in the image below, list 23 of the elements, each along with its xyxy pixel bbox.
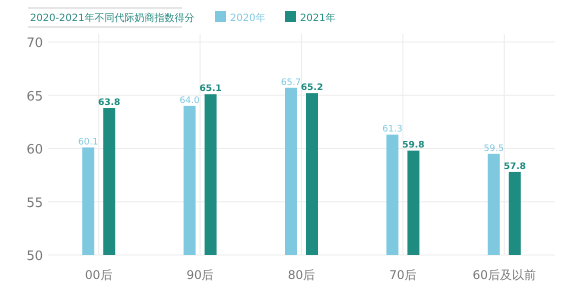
legend-label: 2021年	[300, 12, 336, 24]
data-label: 60.1	[78, 137, 98, 148]
data-label: 61.3	[382, 124, 402, 135]
data-label: 59.8	[402, 140, 425, 151]
data-label: 64.0	[180, 96, 200, 106]
data-label: 59.5	[484, 144, 504, 154]
x-tick-label: 70后	[389, 268, 417, 282]
legend-label: 2020年	[230, 12, 266, 24]
x-tick-label: 90后	[186, 268, 214, 282]
data-label: 65.1	[199, 84, 222, 94]
data-label: 57.8	[504, 162, 526, 172]
x-tick-label: 80后	[288, 268, 316, 282]
data-label: 65.2	[300, 83, 324, 94]
y-tick-label: 50	[26, 249, 43, 264]
data-label: 63.8	[98, 98, 120, 108]
chart-title: 2020-2021年不同代际奶商指数得分	[30, 12, 195, 24]
y-tick-label: 65	[26, 89, 43, 104]
x-tick-label: 00后	[85, 268, 112, 282]
x-tick-label: 60后及以前	[472, 268, 536, 282]
y-tick-label: 70	[26, 36, 43, 51]
y-tick-label: 55	[26, 196, 43, 211]
data-label: 65.7	[280, 78, 302, 88]
y-tick-label: 60	[26, 142, 43, 158]
